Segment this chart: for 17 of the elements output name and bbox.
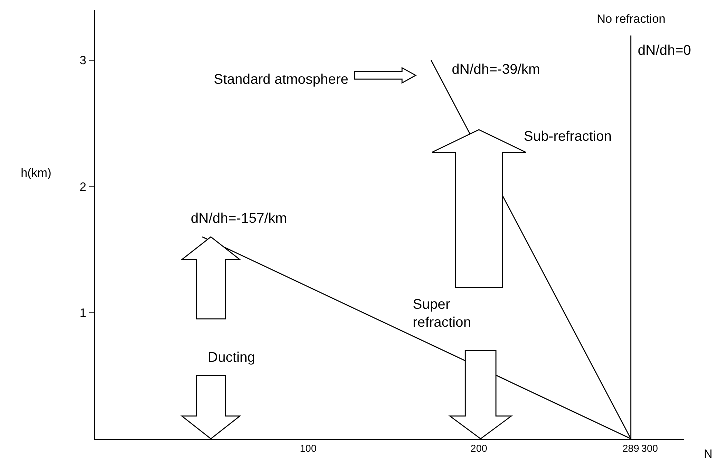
annotation: Sub-refraction bbox=[524, 128, 612, 144]
x-axis-title: N bbox=[704, 447, 713, 461]
annotation: No refraction bbox=[597, 12, 666, 26]
x-tick-label: 200 bbox=[470, 444, 488, 455]
x-tick-label: 300 bbox=[642, 444, 659, 455]
y-axis-title: h(km) bbox=[21, 166, 52, 180]
annotation: Super refraction bbox=[413, 296, 472, 330]
y-tick-label: 3 bbox=[80, 54, 87, 68]
x-tick-label: 100 bbox=[300, 444, 318, 455]
annotation: dN/dh=-157/km bbox=[191, 210, 288, 226]
x-tick-label: 289 bbox=[622, 444, 640, 455]
annotation: dN/dh=0 bbox=[638, 42, 692, 58]
annotation: Ducting bbox=[208, 349, 256, 365]
annotation: dN/dh=-39/km bbox=[452, 61, 540, 77]
y-tick-label: 2 bbox=[80, 180, 87, 194]
y-tick-label: 1 bbox=[80, 306, 87, 320]
annotation: Standard atmosphere bbox=[214, 71, 349, 87]
